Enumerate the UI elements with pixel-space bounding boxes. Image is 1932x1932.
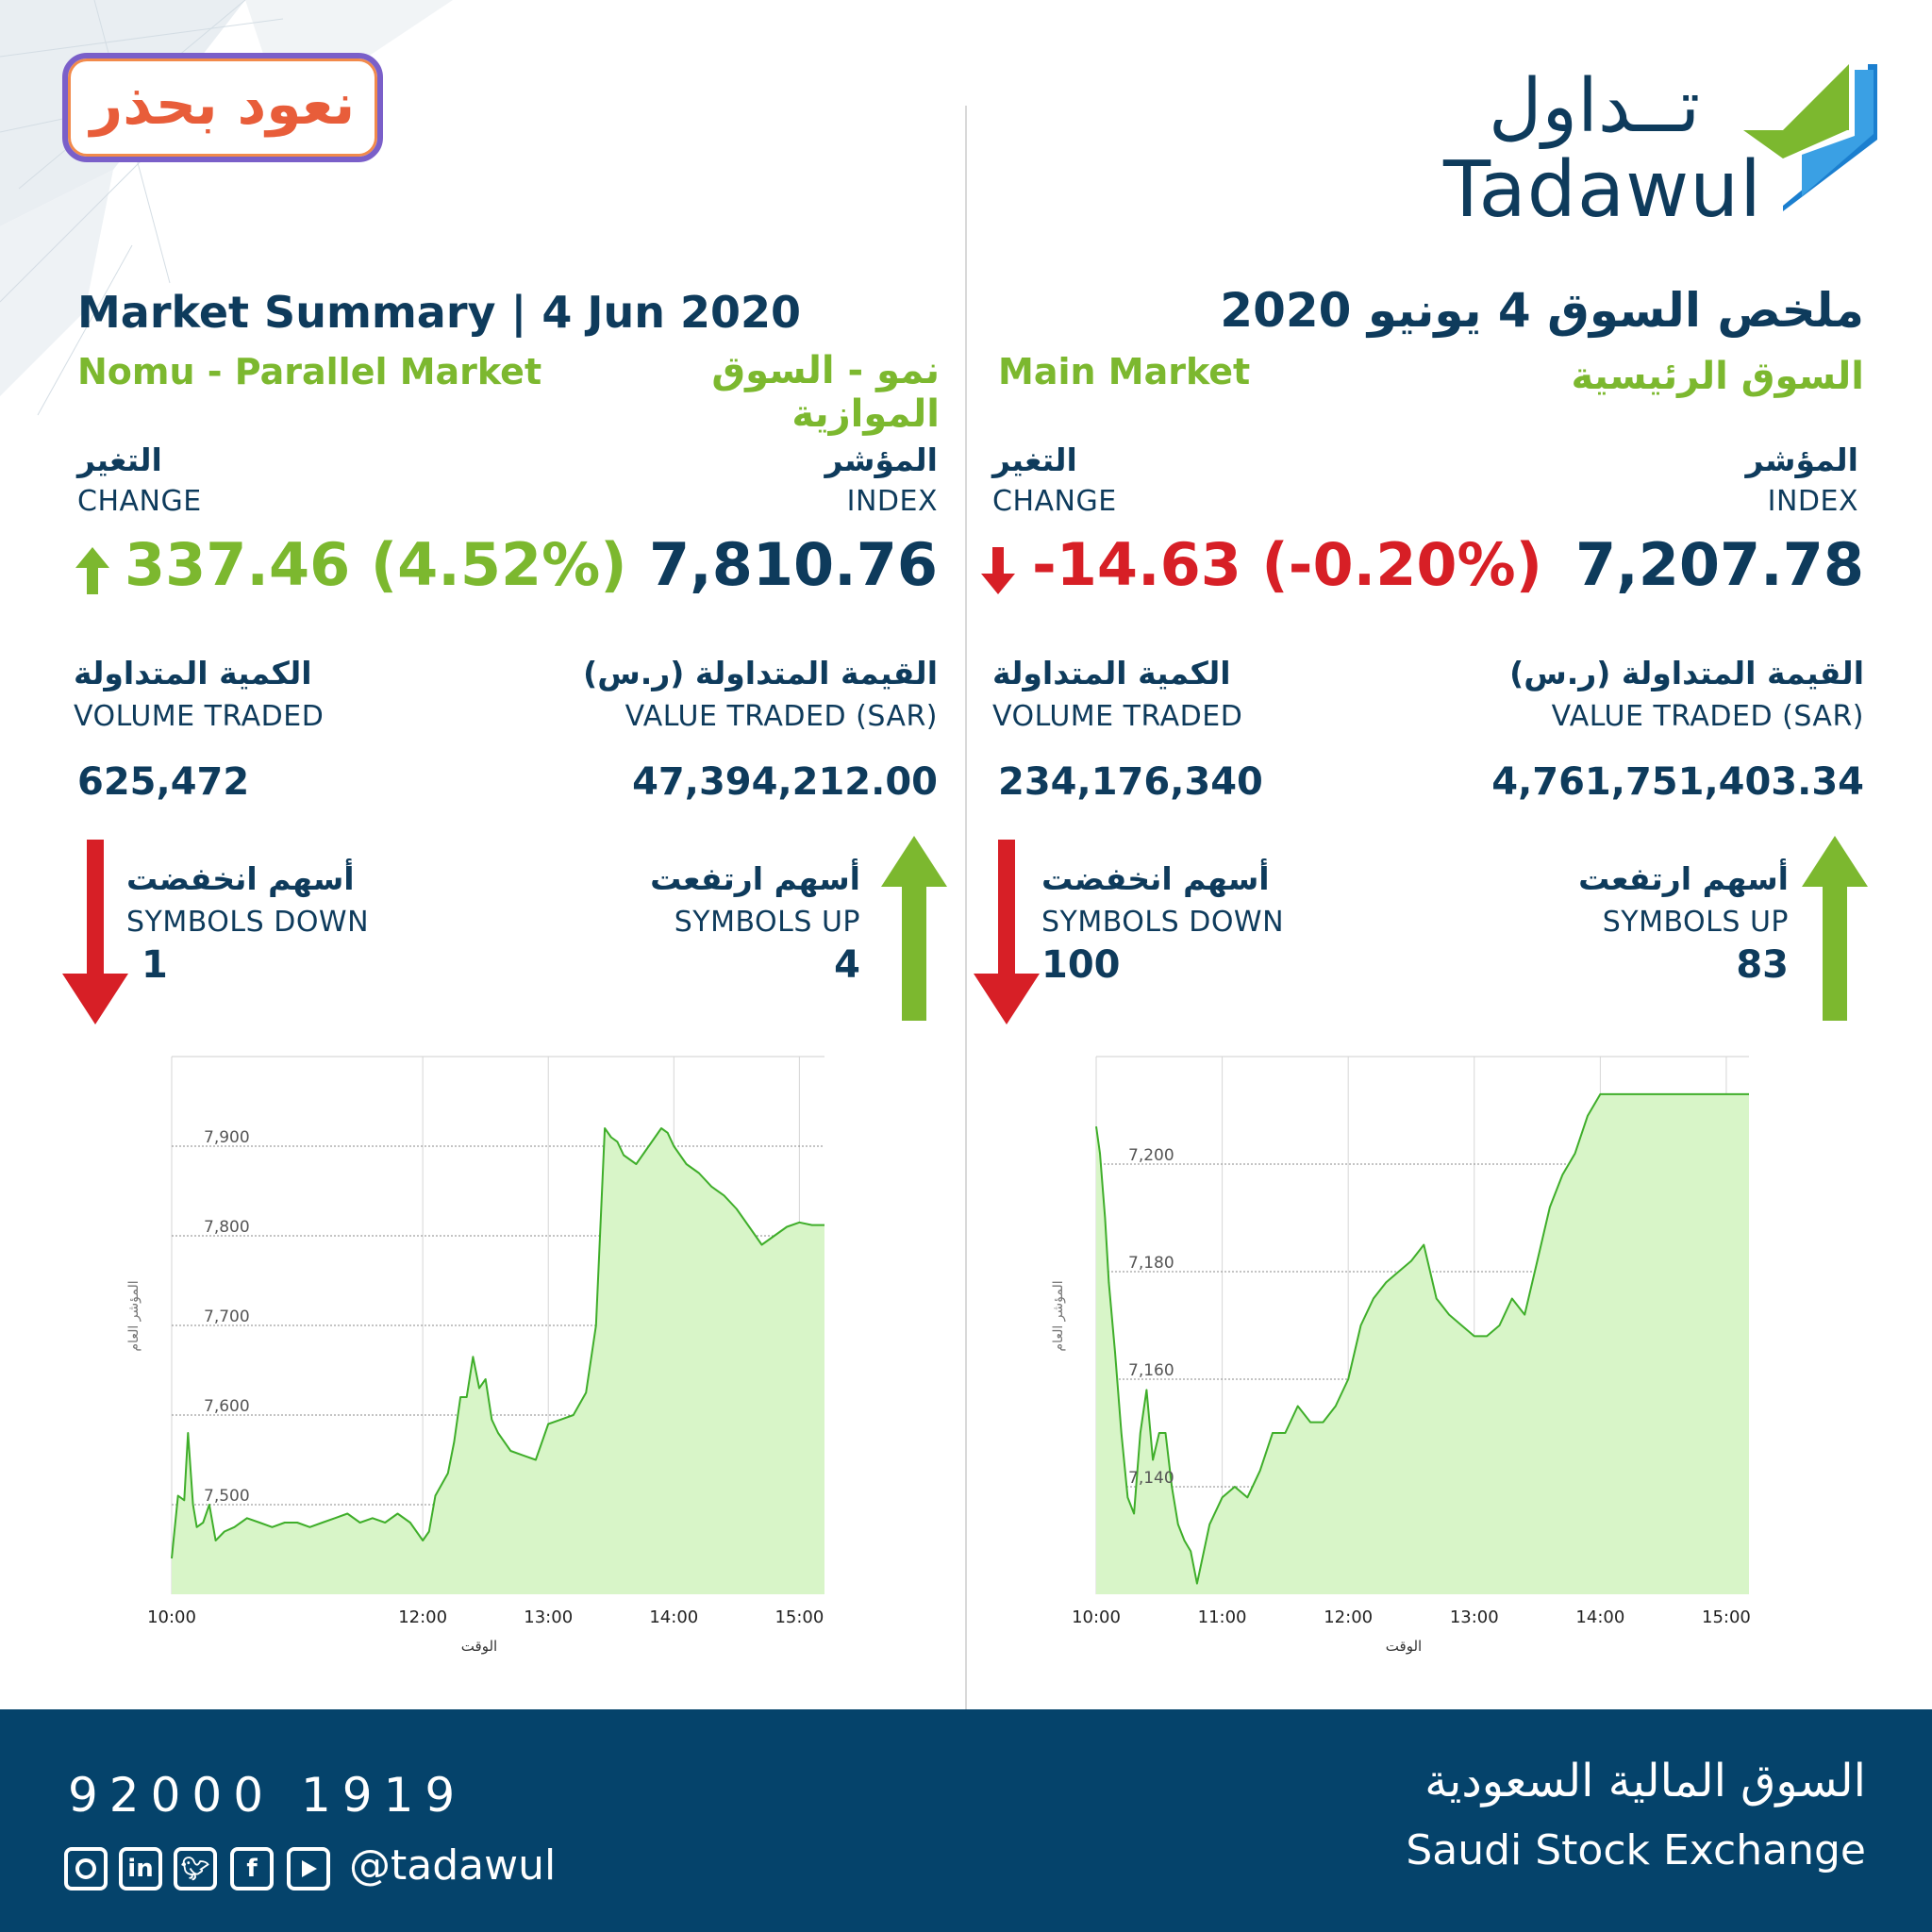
youtube-icon[interactable] bbox=[287, 1847, 330, 1890]
main-chart-xtick-label: 13:00 bbox=[1450, 1607, 1499, 1627]
main-value-traded: 4,761,751,403.34 bbox=[1491, 760, 1864, 804]
twitter-icon[interactable]: 🐦︎ bbox=[174, 1847, 217, 1890]
main-change-down-arrow-icon bbox=[981, 547, 1015, 594]
nomu-chart-ytick-label: 7,600 bbox=[204, 1397, 250, 1416]
main-chart-ytick-label: 7,200 bbox=[1128, 1146, 1174, 1165]
tadawul-logo: تــداول Tadawul bbox=[1443, 64, 1877, 235]
main-symbols-up-arrow-icon bbox=[1802, 836, 1868, 1021]
main-up-label-ar: أسهم ارتفعت bbox=[1578, 860, 1789, 897]
main-index-label-ar: المؤشر bbox=[1745, 441, 1859, 478]
main-chart-xtick-label: 11:00 bbox=[1198, 1607, 1247, 1627]
main-market-ar: السوق الرئيسية bbox=[1571, 355, 1864, 398]
nomu-chart-yaxis-title: المؤشر العام bbox=[126, 1280, 142, 1351]
nomu-volume-label-ar: الكمية المتداولة bbox=[74, 655, 312, 691]
main-down-label-ar: أسهم انخفضت bbox=[1041, 860, 1270, 897]
nomu-down-count: 1 bbox=[142, 943, 168, 987]
main-volume-label-ar: الكمية المتداولة bbox=[992, 655, 1231, 691]
main-index-chart: 7,140 7,160 7,180 7,200 10:00 11:00 12:00 13:00… bbox=[1051, 1056, 1751, 1655]
nomu-value-traded: 47,394,212.00 bbox=[632, 760, 938, 804]
facebook-icon[interactable]: f bbox=[230, 1847, 274, 1890]
main-chart-xtick-label: 10:00 bbox=[1072, 1607, 1121, 1627]
nomu-down-label-ar: أسهم انخفضت bbox=[126, 860, 355, 897]
main-volume-label-en: VOLUME TRADED bbox=[992, 700, 1243, 733]
main-volume-traded: 234,176,340 bbox=[998, 760, 1263, 804]
main-market-en: Main Market bbox=[998, 351, 1251, 392]
nomu-chart-xtick-label: 13:00 bbox=[524, 1607, 573, 1627]
nomu-up-count: 4 bbox=[834, 943, 860, 987]
main-chart-xaxis-title: الوقت bbox=[1386, 1638, 1422, 1655]
main-symbols-down-arrow-icon bbox=[974, 840, 1040, 1024]
main-change-label-en: CHANGE bbox=[992, 485, 1117, 518]
title-ar: ملخص السوق 4 يونيو 2020 bbox=[1220, 283, 1864, 338]
main-index-label-en: INDEX bbox=[1767, 485, 1858, 518]
nomu-change-value: 337.46 (4.52%) bbox=[125, 530, 627, 599]
nomu-chart-ytick-label: 7,800 bbox=[204, 1218, 250, 1237]
footer: 92000 1919 in 🐦︎ f @tadawul السوق المالي… bbox=[0, 1709, 1932, 1932]
nomu-chart-xtick-label: 10:00 bbox=[147, 1607, 196, 1627]
logo-mark-icon bbox=[1743, 64, 1877, 211]
nomu-value-label-ar: القيمة المتداولة (ر.س) bbox=[583, 655, 938, 691]
main-down-count: 100 bbox=[1041, 943, 1121, 987]
nomu-change-label-ar: التغير bbox=[77, 441, 162, 478]
main-chart-ytick-label: 7,140 bbox=[1128, 1469, 1174, 1488]
main-index-value: 7,207.78 bbox=[1575, 530, 1864, 599]
main-chart-area-fill bbox=[1096, 1093, 1749, 1594]
main-chart-ytick-label: 7,160 bbox=[1128, 1361, 1174, 1380]
main-down-label-en: SYMBOLS DOWN bbox=[1041, 906, 1285, 939]
nomu-up-label-en: SYMBOLS UP bbox=[674, 906, 860, 939]
nomu-chart-ytick-label: 7,900 bbox=[204, 1128, 250, 1147]
nomu-index-value: 7,810.76 bbox=[649, 530, 938, 599]
nomu-volume-label-en: VOLUME TRADED bbox=[74, 700, 325, 733]
nomu-chart-ytick-label: 7,500 bbox=[204, 1487, 250, 1506]
main-value-label-en: VALUE TRADED (SAR) bbox=[1551, 700, 1864, 733]
nomu-chart-xtick-label: 14:00 bbox=[649, 1607, 698, 1627]
main-up-count: 83 bbox=[1736, 943, 1789, 987]
nomu-chart-area-fill bbox=[172, 1128, 824, 1594]
instagram-icon[interactable] bbox=[64, 1847, 108, 1890]
nomu-chart-xtick-label: 15:00 bbox=[774, 1607, 824, 1627]
nomu-chart-xaxis-title: الوقت bbox=[461, 1638, 497, 1655]
campaign-badge: نعود بحذر bbox=[62, 53, 383, 162]
logo-text-en: Tadawul bbox=[1443, 145, 1762, 235]
nomu-change-label-en: CHANGE bbox=[77, 485, 202, 518]
nomu-chart-xtick-label: 12:00 bbox=[398, 1607, 447, 1627]
footer-org-en: Saudi Stock Exchange bbox=[1406, 1826, 1866, 1874]
nomu-index-label-ar: المؤشر bbox=[824, 441, 939, 478]
nomu-symbols-up-arrow-icon bbox=[881, 836, 947, 1021]
main-change-label-ar: التغير bbox=[992, 441, 1077, 478]
nomu-chart-series-line bbox=[171, 1127, 824, 1559]
nomu-change-up-arrow-icon bbox=[75, 547, 109, 594]
nomu-down-label-en: SYMBOLS DOWN bbox=[126, 906, 370, 939]
main-chart-xtick-label: 15:00 bbox=[1702, 1607, 1751, 1627]
logo-text-ar: تــداول bbox=[1488, 64, 1701, 149]
nomu-volume-traded: 625,472 bbox=[77, 760, 250, 804]
footer-org-ar: السوق المالية السعودية bbox=[1424, 1755, 1866, 1807]
nomu-up-label-ar: أسهم ارتفعت bbox=[650, 860, 860, 897]
nomu-market-en: Nomu - Parallel Market bbox=[77, 351, 542, 392]
footer-handle[interactable]: @tadawul bbox=[349, 1841, 557, 1890]
nomu-value-label-en: VALUE TRADED (SAR) bbox=[625, 700, 938, 733]
main-up-label-en: SYMBOLS UP bbox=[1602, 906, 1789, 939]
main-chart-series-line bbox=[1095, 1092, 1749, 1585]
title-en: Market Summary | 4 Jun 2020 bbox=[77, 287, 802, 338]
main-chart-xtick-label: 14:00 bbox=[1575, 1607, 1624, 1627]
campaign-badge-text: نعود بحذر bbox=[90, 72, 356, 138]
main-chart-yaxis-title: المؤشر العام bbox=[1051, 1280, 1066, 1351]
linkedin-icon[interactable]: in bbox=[119, 1847, 162, 1890]
nomu-market-ar: نمو - السوق الموازية bbox=[711, 349, 940, 436]
main-chart-xtick-label: 12:00 bbox=[1324, 1607, 1373, 1627]
main-value-label-ar: القيمة المتداولة (ر.س) bbox=[1509, 655, 1864, 691]
main-change-value: -14.63 (-0.20%) bbox=[1032, 530, 1542, 599]
nomu-symbols-down-arrow-icon bbox=[62, 840, 128, 1024]
footer-phone: 92000 1919 bbox=[68, 1768, 467, 1823]
column-divider bbox=[965, 106, 967, 1709]
main-chart-ytick-label: 7,180 bbox=[1128, 1254, 1174, 1273]
nomu-index-chart: 7,500 7,600 7,700 7,800 7,900 10:00 12:00 13:00… bbox=[126, 1056, 824, 1655]
nomu-chart-ytick-label: 7,700 bbox=[204, 1307, 250, 1326]
nomu-index-label-en: INDEX bbox=[846, 485, 938, 518]
